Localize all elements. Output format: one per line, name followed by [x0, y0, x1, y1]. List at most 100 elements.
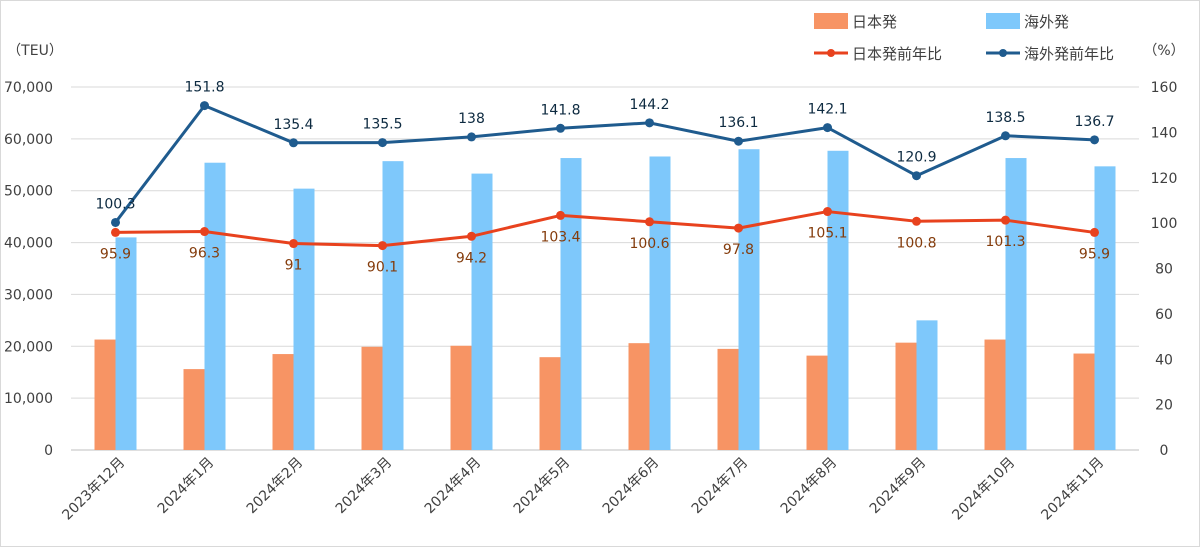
- line-point: [912, 171, 921, 181]
- bar-japan: [450, 345, 472, 450]
- bar-japan: [806, 355, 828, 450]
- line-point: [823, 207, 832, 217]
- y2-tick-label: 40: [1155, 352, 1173, 368]
- x-tick-label: 2023年12月: [59, 455, 128, 524]
- y2-tick-label: 0: [1160, 443, 1169, 459]
- bar-overseas: [827, 150, 849, 450]
- y2-tick-label: 60: [1155, 307, 1173, 323]
- line-point: [823, 123, 832, 133]
- bar-japan: [1073, 353, 1095, 450]
- data-label: 100.3: [95, 196, 135, 212]
- line-point: [467, 231, 476, 241]
- y-tick-label: 10,000: [4, 391, 53, 407]
- bar-overseas: [916, 320, 938, 450]
- line-japan-yoy: [115, 210, 1095, 248]
- bar-japan: [94, 339, 116, 450]
- bar-overseas: [738, 149, 760, 450]
- bar-overseas: [382, 161, 404, 451]
- data-label: 95.9: [1079, 246, 1110, 262]
- line-point: [556, 210, 565, 220]
- y2-tick-label: 20: [1155, 398, 1173, 414]
- line-point: [734, 223, 743, 233]
- bar-overseas: [1094, 166, 1116, 450]
- data-labels: 95.9 96.3 91 90.1 94.2 103.4 100.6 97.8 105.1 100…: [95, 80, 1114, 276]
- legend-label: 日本発: [852, 13, 897, 31]
- data-label: 138: [458, 111, 485, 127]
- bar-overseas: [293, 188, 315, 450]
- data-label: 136.7: [1074, 114, 1114, 130]
- line-point: [378, 138, 387, 148]
- x-tick-label: 2024年10月: [949, 455, 1018, 524]
- data-label: 105.1: [807, 226, 847, 242]
- line-point: [645, 217, 654, 227]
- y-tick-label: 20,000: [4, 339, 53, 355]
- legend-label: 海外発: [1024, 13, 1069, 31]
- line-point: [1001, 131, 1010, 141]
- legend-swatch: [814, 13, 848, 29]
- line-point: [912, 216, 921, 226]
- data-label: 136.1: [718, 115, 758, 131]
- line-point: [556, 123, 565, 133]
- data-label: 135.4: [273, 117, 313, 133]
- y2-tick-label: 120: [1151, 171, 1178, 187]
- bar-japan: [895, 342, 917, 450]
- y-axis-label: （TEU）: [7, 43, 63, 59]
- line-overseas-yoy: [114, 104, 1095, 224]
- data-label: 135.5: [362, 117, 402, 133]
- gridlines: [71, 86, 1139, 451]
- bar-japan: [984, 339, 1006, 450]
- x-tick-label: 2024年4月: [422, 455, 485, 518]
- y-axis-left: 0 10,000 20,000 30,000 40,000 50,000 60,000 70,…: [4, 80, 53, 459]
- x-axis: 2023年12月 2024年1月 2024年2月 2024年3月 2024年4月 2024…: [59, 455, 1107, 524]
- bar-japan: [183, 369, 205, 450]
- line-point: [111, 217, 120, 227]
- legend-swatch: [986, 13, 1020, 29]
- y2-axis-label: （%）: [1143, 43, 1184, 59]
- bar-japan: [628, 343, 650, 450]
- line-point: [1090, 135, 1099, 145]
- bar-japan: [539, 357, 561, 450]
- y-tick-label: 0: [44, 443, 53, 459]
- legend-marker: [827, 49, 835, 57]
- bar-overseas: [560, 158, 582, 450]
- data-label: 97.8: [723, 242, 754, 258]
- line-point: [645, 118, 654, 128]
- line-point: [1090, 227, 1099, 237]
- y-tick-label: 70,000: [4, 80, 53, 96]
- data-label: 120.9: [896, 150, 936, 166]
- x-tick-label: 2024年5月: [511, 455, 574, 518]
- y-tick-label: 30,000: [4, 287, 53, 303]
- line-point: [289, 138, 298, 148]
- bar-overseas: [1005, 158, 1027, 450]
- x-tick-label: 2024年2月: [244, 455, 307, 518]
- lines: [111, 101, 1099, 251]
- y2-tick-label: 80: [1155, 262, 1173, 278]
- line-point: [200, 101, 209, 111]
- x-tick-label: 2024年6月: [600, 455, 663, 518]
- data-label: 100.6: [629, 236, 669, 252]
- data-label: 95.9: [100, 246, 131, 262]
- data-label: 96.3: [189, 246, 220, 262]
- data-label: 90.1: [367, 260, 398, 276]
- bar-japan: [272, 354, 294, 450]
- y-tick-label: 40,000: [4, 236, 53, 252]
- data-label: 101.3: [985, 234, 1025, 250]
- bar-japan: [717, 348, 739, 450]
- line-point: [467, 132, 476, 142]
- line-point: [111, 227, 120, 237]
- x-tick-label: 2024年11月: [1038, 455, 1107, 524]
- data-label: 138.5: [985, 110, 1025, 126]
- bar-overseas: [204, 162, 226, 450]
- legend-marker: [999, 49, 1007, 57]
- data-label: 103.4: [540, 229, 580, 245]
- y2-tick-label: 140: [1151, 125, 1178, 141]
- data-label: 144.2: [629, 97, 669, 113]
- y-axis-right: 0 20 40 60 80 100 120 140 160: [1151, 80, 1178, 459]
- x-tick-label: 2024年1月: [155, 455, 218, 518]
- y-tick-label: 60,000: [4, 132, 53, 148]
- line-point: [734, 136, 743, 146]
- bar-overseas: [115, 237, 137, 450]
